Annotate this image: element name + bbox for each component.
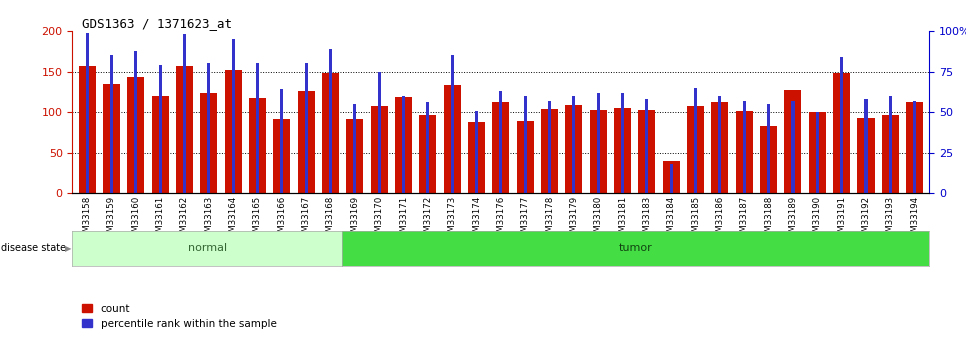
Bar bbox=[882, 115, 899, 193]
Bar bbox=[256, 63, 259, 193]
Bar bbox=[815, 112, 819, 193]
Bar bbox=[354, 104, 356, 193]
Bar bbox=[371, 106, 387, 193]
Bar bbox=[791, 101, 794, 193]
Bar bbox=[176, 66, 193, 193]
Bar bbox=[402, 96, 405, 193]
Bar bbox=[524, 96, 526, 193]
Bar bbox=[443, 85, 461, 193]
Bar bbox=[906, 102, 923, 193]
Bar bbox=[695, 88, 697, 193]
Bar bbox=[499, 91, 502, 193]
Bar bbox=[152, 96, 169, 193]
Bar bbox=[322, 73, 339, 193]
Bar bbox=[645, 99, 648, 193]
Bar bbox=[663, 161, 680, 193]
Bar bbox=[183, 34, 186, 193]
Bar bbox=[280, 89, 283, 193]
Bar bbox=[621, 93, 624, 193]
Bar bbox=[541, 109, 558, 193]
Bar bbox=[548, 101, 551, 193]
Bar bbox=[889, 96, 892, 193]
Bar bbox=[597, 93, 600, 193]
Bar bbox=[687, 107, 704, 193]
Bar bbox=[346, 119, 363, 193]
Bar bbox=[208, 63, 211, 193]
Bar bbox=[426, 102, 429, 193]
Bar bbox=[110, 55, 113, 193]
Legend: count, percentile rank within the sample: count, percentile rank within the sample bbox=[77, 299, 280, 333]
Bar bbox=[273, 119, 291, 193]
Bar bbox=[833, 73, 850, 193]
Bar bbox=[573, 96, 576, 193]
Bar bbox=[669, 164, 672, 193]
Bar bbox=[78, 66, 96, 193]
Bar bbox=[395, 97, 412, 193]
Bar bbox=[158, 65, 161, 193]
Bar bbox=[224, 70, 242, 193]
Bar bbox=[419, 115, 437, 193]
Bar bbox=[589, 110, 607, 193]
Bar bbox=[743, 101, 746, 193]
Bar bbox=[200, 93, 217, 193]
Bar bbox=[760, 126, 778, 193]
Bar bbox=[784, 90, 802, 193]
Bar bbox=[128, 77, 144, 193]
Bar bbox=[249, 98, 266, 193]
Bar bbox=[565, 105, 582, 193]
Bar bbox=[719, 96, 722, 193]
Bar bbox=[232, 39, 235, 193]
Bar bbox=[304, 63, 307, 193]
Text: normal: normal bbox=[187, 244, 227, 253]
Bar bbox=[102, 84, 120, 193]
Bar bbox=[809, 112, 826, 193]
Bar bbox=[639, 110, 656, 193]
Bar bbox=[736, 111, 753, 193]
Bar bbox=[711, 101, 728, 193]
Bar bbox=[858, 118, 874, 193]
Bar bbox=[517, 121, 534, 193]
Bar bbox=[329, 49, 332, 193]
Bar bbox=[451, 55, 454, 193]
Bar bbox=[493, 101, 509, 193]
Bar bbox=[86, 33, 89, 193]
Bar bbox=[468, 122, 485, 193]
Text: ▶: ▶ bbox=[65, 244, 71, 253]
Text: disease state: disease state bbox=[1, 244, 66, 253]
Bar bbox=[767, 104, 770, 193]
Text: tumor: tumor bbox=[618, 244, 652, 253]
Bar bbox=[840, 57, 843, 193]
Bar bbox=[913, 101, 916, 193]
Bar bbox=[378, 71, 381, 193]
Bar bbox=[614, 108, 631, 193]
Bar bbox=[475, 110, 478, 193]
Bar bbox=[134, 50, 137, 193]
Text: GDS1363 / 1371623_at: GDS1363 / 1371623_at bbox=[82, 17, 232, 30]
Bar bbox=[298, 91, 315, 193]
Bar bbox=[865, 99, 867, 193]
